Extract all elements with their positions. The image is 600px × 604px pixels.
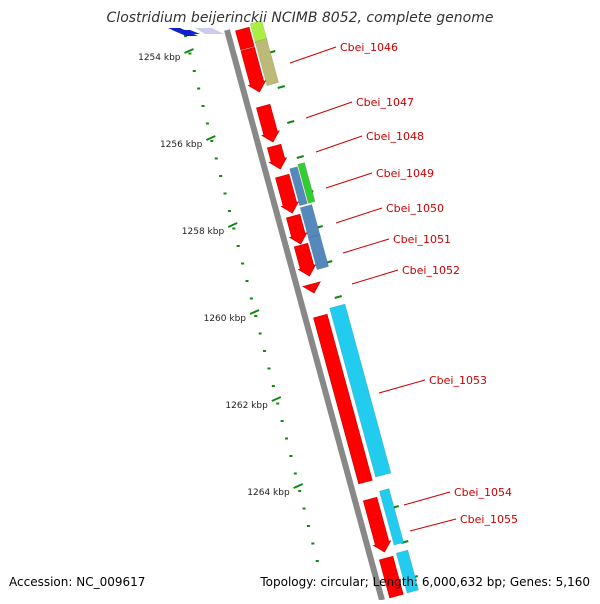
cds-mark-9 xyxy=(313,313,373,485)
cds-mark-1 xyxy=(235,26,255,51)
topology-text: Topology: circular; Length: 6,000,632 bp… xyxy=(260,575,590,589)
gene-labels: Cbei_1046 Cbei_1047 Cbei_1048 Cbei_1049 Cbei… xyxy=(289,41,518,532)
scale-dot xyxy=(245,280,249,282)
scale-dot xyxy=(267,367,271,370)
gene-label-1: Cbei_1046 xyxy=(340,41,398,54)
cds-mark-3 xyxy=(256,103,280,143)
scale-dot xyxy=(263,350,267,352)
scale-dot xyxy=(276,402,280,405)
scale-dot xyxy=(210,140,214,142)
feature-mark-lavender xyxy=(195,28,224,34)
feature-mark-5 xyxy=(299,204,321,241)
cds-mark-6 xyxy=(286,213,308,245)
gene-leader-3 xyxy=(315,135,363,153)
feature-mark-9 xyxy=(395,549,420,594)
feature-mark-7 xyxy=(329,303,392,478)
scale-track: 1254 kbp 1256 kbp 1258 kbp 1260 kbp 1262 kbp… xyxy=(138,35,419,579)
scale-dot xyxy=(197,87,201,90)
gene-leader-6 xyxy=(342,238,390,254)
scale-tick-label-2: 1256 kbp xyxy=(160,140,203,150)
feature-mark-2 xyxy=(254,38,279,87)
outer-scale-dot xyxy=(286,120,295,124)
cds-mark-11 xyxy=(368,516,392,553)
gene-label-6: Cbei_1051 xyxy=(393,233,451,246)
gene-leader-7 xyxy=(351,269,399,285)
feature-mark-3 xyxy=(289,166,308,207)
cds-mark-8 xyxy=(302,281,321,294)
map-title: Clostridium beijerinckii NCIMB 8052, com… xyxy=(106,10,494,26)
feature-mark-blue xyxy=(168,28,198,36)
scale-dot xyxy=(293,472,297,475)
gene-leader-10 xyxy=(409,518,457,532)
feature-mark-4 xyxy=(297,162,316,204)
outer-scale-dot xyxy=(296,155,305,159)
scale-dot xyxy=(315,560,319,562)
gene-leader-9 xyxy=(403,491,451,506)
scale-tick-label-1: 1254 kbp xyxy=(138,53,181,63)
scale-dot xyxy=(232,227,236,230)
gene-label-3: Cbei_1048 xyxy=(366,130,424,143)
gene-label-8: Cbei_1053 xyxy=(429,374,487,387)
scale-dot xyxy=(302,507,306,510)
scale-dot xyxy=(289,455,293,457)
feature-mark-6 xyxy=(307,234,330,271)
scale-tick-label-4: 1260 kbp xyxy=(204,314,247,324)
scale-dot xyxy=(285,437,289,440)
scale-dot xyxy=(188,52,192,55)
scale-tick-2 xyxy=(205,135,216,141)
outer-scale-dot xyxy=(334,295,343,299)
gene-label-4: Cbei_1049 xyxy=(376,167,434,180)
cds-mark-10 xyxy=(362,496,383,522)
scale-dot xyxy=(192,70,196,72)
scale-tick-3 xyxy=(227,222,238,228)
gene-label-5: Cbei_1050 xyxy=(386,202,444,215)
gene-label-10: Cbei_1055 xyxy=(460,513,518,526)
gene-leader-2 xyxy=(305,101,353,119)
scale-dot xyxy=(249,297,253,300)
scale-dot xyxy=(205,122,209,125)
cds-mark-4 xyxy=(266,143,288,170)
scale-tick-4 xyxy=(249,309,260,315)
gene-leader-5 xyxy=(335,207,383,224)
scale-dot xyxy=(311,542,315,545)
scale-dot xyxy=(236,245,240,247)
scale-dot xyxy=(227,210,231,212)
cds-mark-2 xyxy=(240,46,267,93)
gene-label-2: Cbei_1047 xyxy=(356,96,414,109)
scale-dot xyxy=(214,157,218,160)
accession-text: Accession: NC_009617 xyxy=(9,575,146,589)
scale-dot xyxy=(254,315,258,317)
scale-dot xyxy=(271,385,275,387)
feature-mark-8 xyxy=(378,488,405,546)
gene-leader-4 xyxy=(325,172,373,189)
gene-label-9: Cbei_1054 xyxy=(454,486,512,499)
scale-dot xyxy=(298,490,302,492)
scale-tick-label-6: 1264 kbp xyxy=(247,488,290,498)
scale-tick-1 xyxy=(184,48,194,54)
scale-tick-5 xyxy=(271,396,282,402)
scale-tick-label-3: 1258 kbp xyxy=(182,227,225,237)
scale-dot xyxy=(184,35,187,37)
scale-tick-label-5: 1262 kbp xyxy=(225,401,268,411)
cds-mark-12 xyxy=(379,555,404,599)
scale-tick-6 xyxy=(293,483,304,489)
feature-track xyxy=(168,20,420,594)
scale-dot xyxy=(219,175,223,177)
gene-leader-8 xyxy=(378,379,426,394)
outer-scale-dot xyxy=(277,85,286,89)
scale-dot xyxy=(280,420,284,422)
genome-backbone xyxy=(224,29,385,601)
gene-leader-1 xyxy=(289,46,337,64)
cds-mark-5 xyxy=(275,173,300,214)
scale-dot xyxy=(306,525,310,527)
gene-label-7: Cbei_1052 xyxy=(402,264,460,277)
scale-dot xyxy=(201,105,205,107)
cds-track xyxy=(235,26,404,599)
scale-dot xyxy=(258,332,262,335)
scale-dot xyxy=(223,192,227,195)
cds-mark-7 xyxy=(293,242,317,277)
scale-dot xyxy=(241,262,245,265)
